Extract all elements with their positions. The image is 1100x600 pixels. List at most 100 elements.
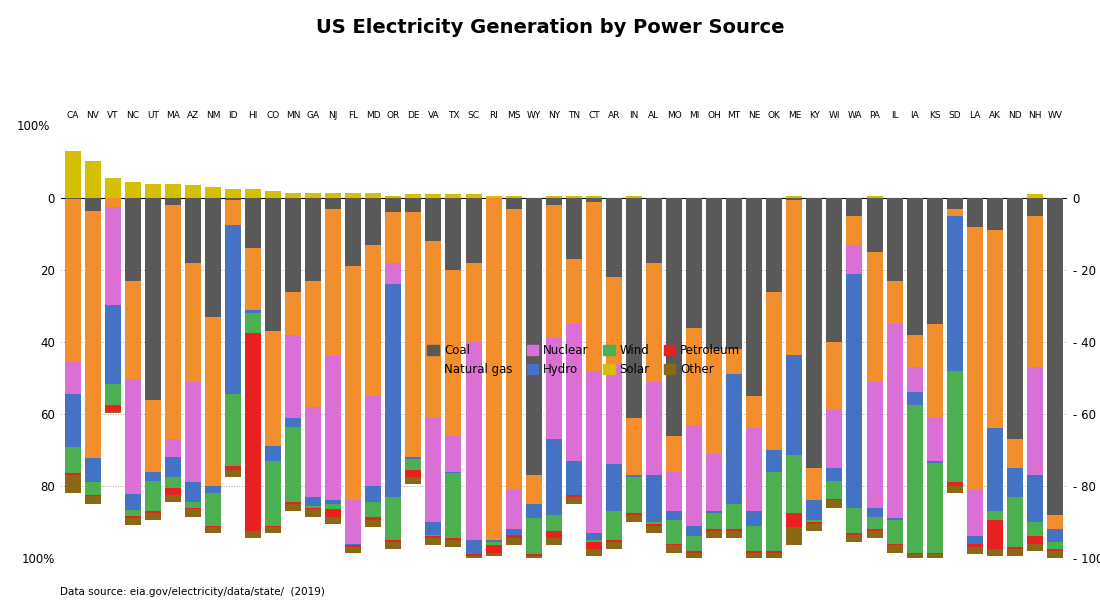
Bar [887,281,903,324]
Bar [245,248,261,310]
Bar [546,196,562,198]
Bar [145,184,161,198]
Bar [867,517,882,529]
Bar [365,502,382,517]
Bar [786,196,802,198]
Bar [806,522,823,524]
Bar [1027,216,1043,367]
Bar [305,281,321,407]
Bar [326,209,341,356]
Bar [326,500,341,504]
Bar [385,284,402,497]
Bar [586,549,602,556]
Bar [426,535,441,536]
Bar [305,508,321,509]
Bar [767,472,782,551]
Bar [185,508,201,509]
Bar [104,178,121,198]
Bar [606,542,621,549]
Text: 100%: 100% [16,119,50,133]
Bar [124,516,141,518]
Bar [726,504,742,529]
Bar [265,198,280,331]
Bar [1027,367,1043,475]
Bar [626,515,642,522]
Bar [786,198,802,200]
Bar [285,418,301,427]
Bar [987,511,1003,520]
Bar [326,509,341,517]
Bar [546,439,562,515]
Bar [626,475,642,477]
Bar [646,263,662,382]
Bar [365,520,382,527]
Bar [406,470,421,477]
Bar [385,540,402,542]
Bar [826,499,843,500]
Bar [326,198,341,209]
Bar [565,461,582,495]
Bar [565,196,582,198]
Bar [1047,549,1063,551]
Bar [245,313,261,333]
Bar [446,472,462,473]
Bar [185,263,201,382]
Bar [967,536,982,544]
Bar [406,194,421,198]
Bar [285,335,301,418]
Bar [65,362,80,394]
Bar [365,517,382,520]
Bar [305,509,321,517]
Bar [686,328,702,425]
Bar [426,198,441,241]
Bar [786,513,802,527]
Bar [165,205,180,439]
Bar [65,475,80,493]
Bar [65,394,80,448]
Legend: Coal, Natural gas, Nuclear, Hydro, Wind, Solar, Petroleum, Other: Coal, Natural gas, Nuclear, Hydro, Wind,… [422,339,745,380]
Bar [526,554,541,556]
Bar [926,554,943,562]
Bar [345,544,361,545]
Bar [565,497,582,504]
Bar [465,556,482,563]
Bar [265,331,280,446]
Bar [285,292,301,335]
Bar [606,198,621,277]
Bar [987,549,1003,556]
Bar [706,531,722,538]
Bar [365,198,382,245]
Bar [426,538,441,545]
Bar [565,259,582,324]
Bar [385,542,402,549]
Bar [526,475,541,504]
Bar [646,382,662,475]
Bar [465,198,482,263]
Bar [285,193,301,198]
Bar [365,396,382,486]
Bar [867,252,882,382]
Bar [205,493,221,526]
Bar [245,333,261,531]
Bar [506,490,521,529]
Bar [385,198,402,212]
Bar [365,245,382,396]
Bar [606,464,621,511]
Bar [205,526,221,527]
Bar [786,527,802,545]
Bar [806,468,823,500]
Bar [926,418,943,461]
Bar [706,511,722,513]
Bar [446,473,462,538]
Bar [546,531,562,538]
Bar [345,198,361,266]
Bar [506,529,521,535]
Bar [565,495,582,497]
Bar [165,439,180,457]
Bar [806,524,823,531]
Bar [426,536,441,538]
Bar [1027,522,1043,536]
Bar [606,540,621,542]
Bar [485,553,502,556]
Bar [205,317,221,486]
